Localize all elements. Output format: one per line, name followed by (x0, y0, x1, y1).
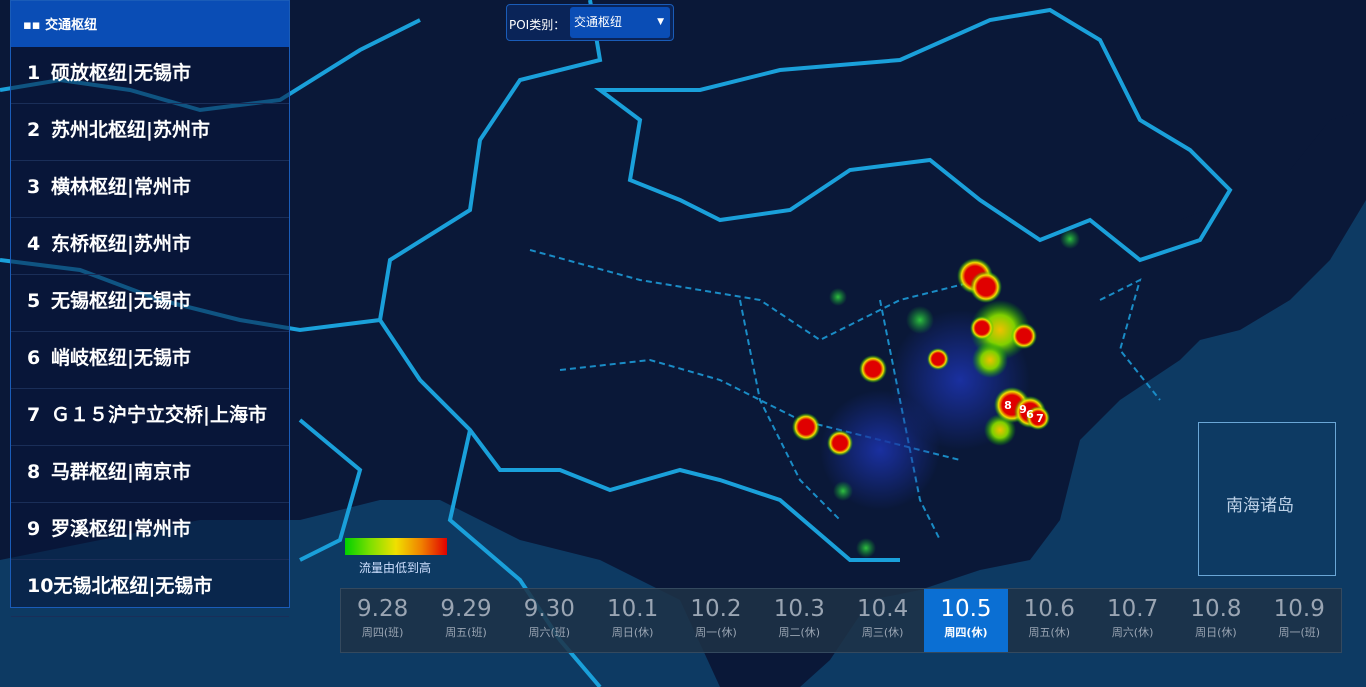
day-date: 10.3 (773, 596, 825, 622)
day-weekday: 周五(休) (1028, 626, 1071, 639)
day-date: 9.29 (440, 596, 492, 622)
day-weekday: 周一(班) (1278, 626, 1321, 639)
timeline-day[interactable]: 10.6 周五(休) (1008, 589, 1091, 652)
rank: 4 (27, 233, 41, 255)
timeline-day[interactable]: 10.3 周二(休) (758, 589, 841, 652)
rank: 6 (27, 347, 41, 369)
day-weekday: 周一(休) (695, 626, 737, 639)
timeline-day[interactable]: 10.2 周一(休) (674, 589, 757, 652)
ranking-row[interactable]: 8 马群枢纽|南京市 (11, 446, 289, 503)
timeline-day[interactable]: 10.8 周日(休) (1174, 589, 1257, 652)
day-date: 10.2 (690, 596, 742, 622)
rank: 3 (27, 176, 41, 198)
rank: 7 (27, 404, 41, 426)
day-weekday: 周六(班) (528, 626, 571, 639)
day-date: 10.7 (1107, 596, 1159, 622)
marker-label: 9 (1019, 403, 1027, 416)
poi-name: Ｇ１５沪宁立交桥|上海市 (51, 404, 267, 426)
poi-name: 无锡枢纽|无锡市 (51, 290, 191, 312)
legend: 流量由低到高 (345, 538, 447, 576)
poi-name: 马群枢纽|南京市 (51, 461, 191, 483)
poi-name: 罗溪枢纽|常州市 (51, 518, 191, 540)
poi-name: 东桥枢纽|苏州市 (51, 233, 191, 255)
ranking-row[interactable]: 9 罗溪枢纽|常州市 (11, 503, 289, 560)
day-weekday: 周六(休) (1111, 626, 1154, 639)
marker-label: 6 (1026, 408, 1034, 421)
ranking-list: 1 硕放枢纽|无锡市 2 苏州北枢纽|苏州市 3 横林枢纽|常州市 4 东桥枢纽|苏州市 5 无锡… (11, 47, 289, 617)
timeline-day[interactable]: 9.29 周五(班) (424, 589, 507, 652)
ranking-row[interactable]: 7 Ｇ１５沪宁立交桥|上海市 (11, 389, 289, 446)
ranking-row[interactable]: 2 苏州北枢纽|苏州市 (11, 104, 289, 161)
marker-label: 8 (1004, 399, 1012, 412)
poi-name: 无锡北枢纽|无锡市 (53, 575, 213, 597)
legend-gradient (345, 538, 447, 555)
ranking-row[interactable]: 3 横林枢纽|常州市 (11, 161, 289, 218)
day-date: 10.4 (857, 596, 909, 622)
ranking-panel: ▪▪ 交通枢纽 1 硕放枢纽|无锡市 2 苏州北枢纽|苏州市 3 横林枢纽|常州市 4 东桥枢… (10, 0, 290, 617)
poi-name: 峭岐枢纽|无锡市 (51, 347, 191, 369)
day-date: 10.6 (1023, 596, 1075, 622)
timeline-day[interactable]: 9.28 周四(班) (341, 589, 424, 652)
day-date: 9.28 (357, 596, 409, 622)
poi-select[interactable]: 交通枢纽 (570, 7, 670, 38)
day-date: 9.30 (523, 596, 575, 622)
day-weekday: 周二(休) (778, 626, 821, 639)
day-weekday: 周日(休) (611, 626, 654, 639)
rank: 9 (27, 518, 41, 540)
timeline-day[interactable]: 10.7 周六(休) (1091, 589, 1174, 652)
rank: 1 (27, 62, 41, 84)
filter-label: POI类别： (509, 18, 566, 32)
heatmap (792, 229, 1080, 558)
inset-label: 南海诸岛 (1226, 496, 1294, 516)
day-weekday: 周四(休) (944, 626, 988, 639)
rank: 8 (27, 461, 41, 483)
ranking-row[interactable]: 10无锡北枢纽|无锡市 (11, 560, 289, 617)
day-weekday: 周五(班) (445, 626, 487, 639)
rank: 2 (27, 119, 41, 141)
timeline-day[interactable]: 10.5 周四(休) (924, 589, 1008, 652)
day-weekday: 周四(班) (361, 626, 404, 639)
rank: 5 (27, 290, 41, 312)
marker-label: 7 (1036, 412, 1044, 425)
panel-title-text: 交通枢纽 (45, 18, 98, 33)
day-date: 10.8 (1190, 596, 1242, 622)
ranking-row[interactable]: 4 东桥枢纽|苏州市 (11, 218, 289, 275)
panel-title: ▪▪ 交通枢纽 (11, 1, 289, 47)
poi-name: 苏州北枢纽|苏州市 (51, 119, 210, 141)
day-date: 10.1 (607, 596, 659, 622)
ranking-row[interactable]: 1 硕放枢纽|无锡市 (11, 47, 289, 104)
poi-filter: POI类别： 交通枢纽 (506, 4, 674, 41)
timeline-day[interactable]: 9.30 周六(班) (508, 589, 591, 652)
timeline-day[interactable]: 10.4 周三(休) (841, 589, 924, 652)
ranking-row[interactable]: 5 无锡枢纽|无锡市 (11, 275, 289, 332)
inset-map: 南海诸岛 (1198, 422, 1336, 576)
day-date: 10.5 (940, 596, 992, 622)
poi-name: 横林枢纽|常州市 (51, 176, 191, 198)
legend-label: 流量由低到高 (359, 561, 432, 575)
japan (1180, 110, 1366, 340)
day-weekday: 周日(休) (1195, 626, 1237, 639)
rank: 10 (27, 575, 54, 597)
day-date: 10.9 (1273, 596, 1325, 622)
ranking-row[interactable]: 6 峭岐枢纽|无锡市 (11, 332, 289, 389)
timeline-day[interactable]: 10.9 周一(班) (1258, 589, 1341, 652)
day-weekday: 周三(休) (861, 626, 904, 639)
timeline: 9.28 周四(班) 9.29 周五(班) 9.30 周六(班) 10.1 周日(休) 10.2… (340, 588, 1342, 653)
poi-name: 硕放枢纽|无锡市 (51, 62, 191, 84)
timeline-day[interactable]: 10.1 周日(休) (591, 589, 674, 652)
